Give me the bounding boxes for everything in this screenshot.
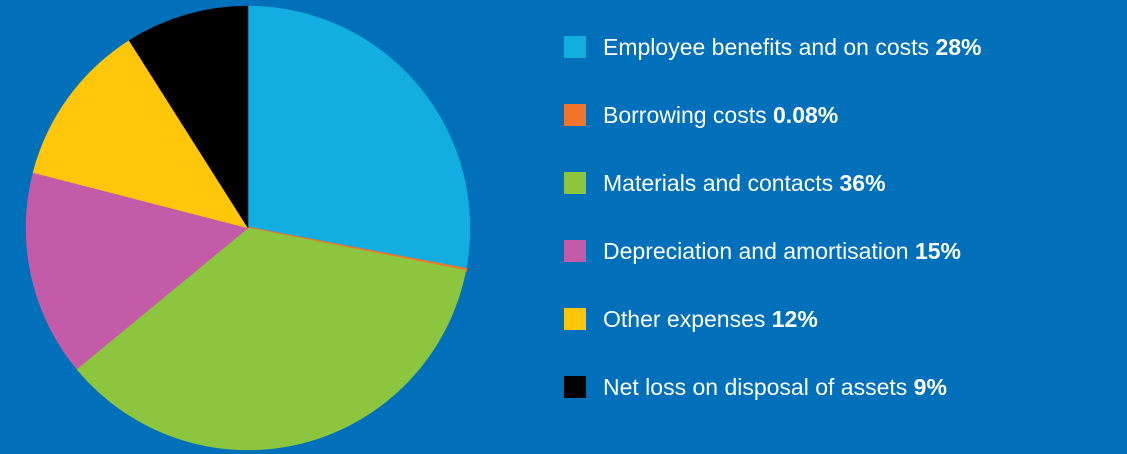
legend-value: 15% (914, 238, 961, 264)
legend-value: 28% (935, 34, 982, 60)
pie-slice-materials-and-contacts (76, 227, 467, 451)
legend-label: Materials and contacts (603, 170, 834, 196)
legend-text: Employee benefits and on costs 28% (603, 35, 981, 59)
legend-text: Depreciation and amortisation 15% (603, 239, 961, 263)
pie-chart-svg (25, 5, 471, 451)
legend-item-materials-contacts: Materials and contacts 36% (564, 171, 1124, 195)
legend-value: 0.08% (773, 102, 839, 128)
legend-label: Employee benefits and on costs (603, 34, 930, 60)
legend-swatch (564, 172, 586, 194)
chart-legend: Employee benefits and on costs 28% Borro… (564, 35, 1124, 443)
legend-label: Borrowing costs (603, 102, 767, 128)
pie-slice-employee-benefits-and-on-costs (247, 5, 471, 270)
legend-item-other-expenses: Other expenses 12% (564, 307, 1124, 331)
legend-swatch (564, 36, 586, 58)
legend-value: 12% (771, 306, 818, 332)
legend-text: Net loss on disposal of assets 9% (603, 375, 947, 399)
pie-slice-depreciation-and-amortisation (25, 172, 249, 370)
legend-label: Net loss on disposal of assets (603, 374, 908, 400)
legend-value: 9% (913, 374, 947, 400)
pie-slice-net-loss-on-disposal-of-assets (128, 5, 249, 229)
legend-label: Depreciation and amortisation (603, 238, 909, 264)
legend-swatch (564, 104, 586, 126)
pie-slice-other-expenses (32, 40, 249, 229)
legend-item-employee-benefits: Employee benefits and on costs 28% (564, 35, 1124, 59)
legend-text: Other expenses 12% (603, 307, 818, 331)
legend-label: Other expenses (603, 306, 766, 332)
legend-swatch (564, 308, 586, 330)
legend-swatch (564, 376, 586, 398)
legend-item-borrowing-costs: Borrowing costs 0.08% (564, 103, 1124, 127)
legend-text: Borrowing costs 0.08% (603, 103, 838, 127)
legend-value: 36% (839, 170, 886, 196)
legend-item-net-loss: Net loss on disposal of assets 9% (564, 375, 1124, 399)
legend-item-depreciation: Depreciation and amortisation 15% (564, 239, 1124, 263)
legend-swatch (564, 240, 586, 262)
legend-text: Materials and contacts 36% (603, 171, 886, 195)
